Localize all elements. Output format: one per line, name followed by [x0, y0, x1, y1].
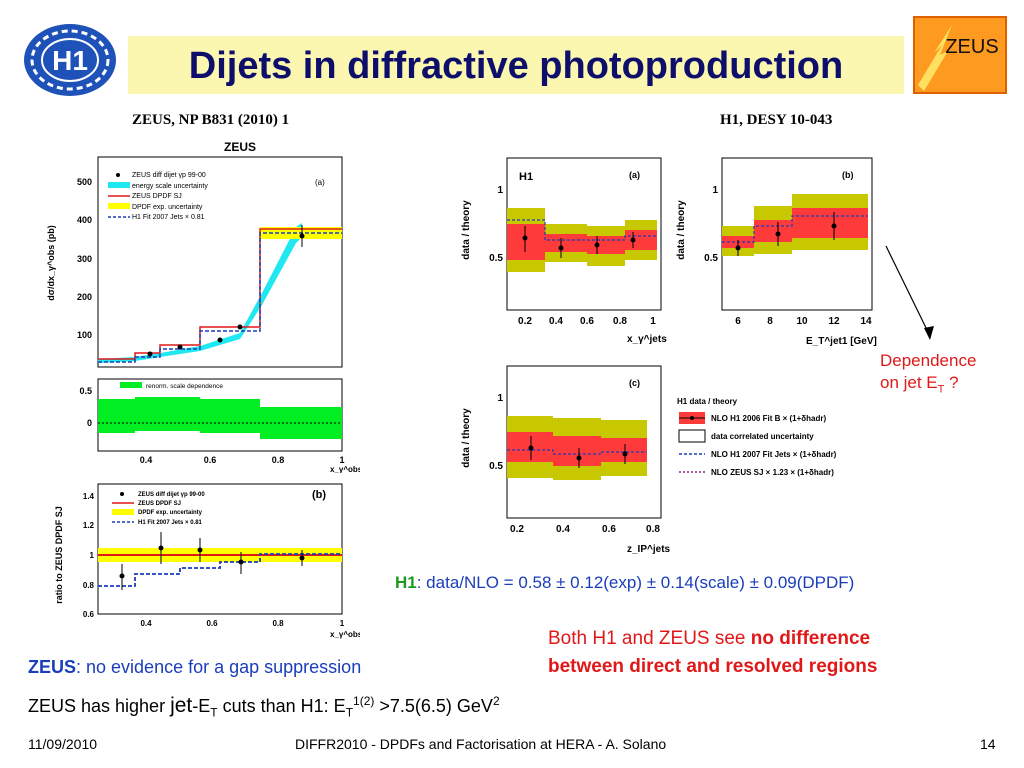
svg-text:(b): (b) [312, 489, 326, 501]
svg-text:data / theory: data / theory [461, 408, 472, 468]
svg-text:NLO ZEUS SJ × 1.23 × (1+δhadr): NLO ZEUS SJ × 1.23 × (1+δhadr) [711, 468, 834, 477]
svg-text:NLO H1 2006 Fit B × (1+δhadr): NLO H1 2006 Fit B × (1+δhadr) [711, 414, 826, 423]
svg-text:0.5: 0.5 [489, 461, 503, 472]
svg-text:z_IP^jets: z_IP^jets [627, 544, 671, 555]
svg-text:0.6: 0.6 [83, 610, 95, 619]
h1-result: H1: data/NLO = 0.58 ± 0.12(exp) ± 0.14(s… [395, 573, 855, 592]
svg-text:data correlated uncertainty: data correlated uncertainty [711, 432, 814, 441]
svg-text:0.5: 0.5 [704, 253, 718, 264]
svg-text:H1: H1 [519, 171, 533, 183]
footer-page: 14 [980, 736, 996, 752]
svg-text:0.8: 0.8 [613, 316, 627, 327]
svg-text:0.6: 0.6 [580, 316, 594, 327]
svg-text:H1 Fit 2007 Jets × 0.81: H1 Fit 2007 Jets × 0.81 [132, 214, 205, 221]
zeus-top-frame [97, 156, 343, 368]
svg-text:x_γ^jets: x_γ^jets [627, 334, 667, 345]
svg-text:H1 Fit 2007 Jets × 0.81: H1 Fit 2007 Jets × 0.81 [138, 520, 203, 526]
svg-text:0.4: 0.4 [140, 619, 152, 628]
svg-text:1: 1 [497, 185, 503, 196]
zeus-ratio-plot: ratio to ZEUS DPDF SJ 1.4 1.2 1 0.8 0.6 … [54, 483, 360, 639]
svg-text:0.6: 0.6 [602, 524, 616, 535]
svg-text:x_γ^obs: x_γ^obs [330, 465, 360, 473]
both-note: Both H1 and ZEUS see no difference betwe… [548, 628, 878, 677]
svg-text:0.6: 0.6 [204, 455, 217, 465]
svg-text:ZEUS DPDF SJ: ZEUS DPDF SJ [132, 193, 182, 200]
svg-text:0.2: 0.2 [518, 316, 532, 327]
h1-plot-a: data / theory 1 0.5 H1 (a) 0.2 0.4 0.6 0… [461, 157, 667, 345]
svg-text:DPDF exp. uncertainty: DPDF exp. uncertainty [132, 204, 203, 211]
svg-text:(b): (b) [842, 170, 854, 180]
arrow-annotation [885, 245, 934, 340]
svg-text:H1 data / theory: H1 data / theory [677, 397, 738, 406]
svg-text:(c): (c) [629, 378, 640, 388]
svg-text:ZEUS: ZEUS [945, 36, 998, 58]
svg-text:NLO H1 2007 Fit Jets × (1+δhad: NLO H1 2007 Fit Jets × (1+δhadr) [711, 450, 837, 459]
svg-text:(a): (a) [629, 170, 640, 180]
svg-text:ZEUS: ZEUS [224, 140, 256, 154]
svg-text:1.4: 1.4 [83, 492, 95, 501]
svg-text:dσ/dx_γ^obs (pb): dσ/dx_γ^obs (pb) [46, 225, 56, 300]
svg-text:100: 100 [77, 330, 92, 340]
svg-text:500: 500 [77, 177, 92, 187]
svg-text:0.8: 0.8 [646, 524, 660, 535]
svg-text:renorm. scale dependence: renorm. scale dependence [146, 383, 223, 390]
svg-text:E_T^jet1 [GeV]: E_T^jet1 [GeV] [806, 336, 877, 347]
zeus-note: ZEUS: no evidence for a gap suppression [28, 657, 362, 677]
zeus-logo: ZEUS [913, 16, 1007, 94]
svg-text:1.2: 1.2 [83, 521, 95, 530]
svg-text:H1: H1 [52, 45, 88, 76]
cuts-note: ZEUS has higher jet-ET cuts than H1: ET1… [28, 694, 500, 720]
svg-text:(a): (a) [315, 178, 325, 187]
svg-text:1: 1 [339, 455, 344, 465]
svg-text:6: 6 [735, 316, 741, 327]
svg-text:0.8: 0.8 [83, 581, 95, 590]
svg-text:0.4: 0.4 [549, 316, 563, 327]
renorm-band [98, 397, 342, 439]
h1-plot-b: data / theory 1 0.5 (b) 6 8 10 12 14 E_T… [676, 157, 877, 347]
zeus-data-points [147, 225, 305, 357]
svg-text:0.6: 0.6 [206, 619, 218, 628]
svg-text:1: 1 [90, 551, 95, 560]
svg-text:0: 0 [87, 418, 92, 428]
svg-text:300: 300 [77, 254, 92, 264]
h1-reference: H1, DESY 10-043 [720, 112, 833, 128]
footer-date: 11/09/2010 [28, 736, 98, 752]
svg-text:0.4: 0.4 [556, 524, 570, 535]
svg-text:ZEUS DPDF SJ: ZEUS DPDF SJ [138, 501, 181, 507]
svg-text:12: 12 [828, 316, 840, 327]
svg-text:10: 10 [796, 316, 808, 327]
dependence-note: Dependence on jet ET ? [880, 351, 977, 396]
title-bar [128, 36, 904, 94]
svg-text:ZEUS diff dijet γp 99-00: ZEUS diff dijet γp 99-00 [132, 172, 206, 179]
svg-text:DPDF exp. uncertainty: DPDF exp. uncertainty [138, 510, 203, 516]
svg-text:ZEUS diff dijet γp 99-00: ZEUS diff dijet γp 99-00 [138, 492, 205, 498]
svg-text:1: 1 [497, 393, 503, 404]
svg-text:data / theory: data / theory [676, 200, 687, 260]
svg-text:0.5: 0.5 [79, 386, 92, 396]
svg-text:0.5: 0.5 [489, 253, 503, 264]
svg-text:0.4: 0.4 [140, 455, 153, 465]
svg-text:14: 14 [860, 316, 872, 327]
svg-text:8: 8 [767, 316, 773, 327]
svg-text:data / theory: data / theory [461, 200, 472, 260]
svg-text:0.2: 0.2 [510, 524, 524, 535]
footer-center: DIFFR2010 - DPDFs and Factorisation at H… [295, 736, 667, 752]
h1-plot-c: data / theory 1 0.5 (c) 0.2 0.4 0.6 0.8 … [461, 365, 837, 555]
svg-text:1: 1 [650, 316, 656, 327]
page-title: Dijets in diffractive photoproduction [188, 45, 844, 87]
h1-fit-line [98, 232, 342, 363]
svg-text:energy scale uncertainty: energy scale uncertainty [132, 183, 208, 190]
h1-logo: H1 [24, 24, 116, 96]
zeus-reference: ZEUS, NP B831 (2010) 1 [132, 112, 290, 128]
svg-text:0.8: 0.8 [272, 619, 284, 628]
svg-text:1: 1 [340, 619, 345, 628]
svg-text:200: 200 [77, 292, 92, 302]
svg-text:400: 400 [77, 215, 92, 225]
svg-text:ratio to ZEUS DPDF SJ: ratio to ZEUS DPDF SJ [54, 506, 64, 604]
zeus-cross-section-plot: ZEUS dσ/dx_γ^obs (pb) 500 400 300 200 10… [46, 140, 360, 473]
svg-text:0.8: 0.8 [272, 455, 285, 465]
svg-text:x_γ^obs: x_γ^obs [330, 630, 360, 639]
svg-text:1: 1 [712, 185, 718, 196]
